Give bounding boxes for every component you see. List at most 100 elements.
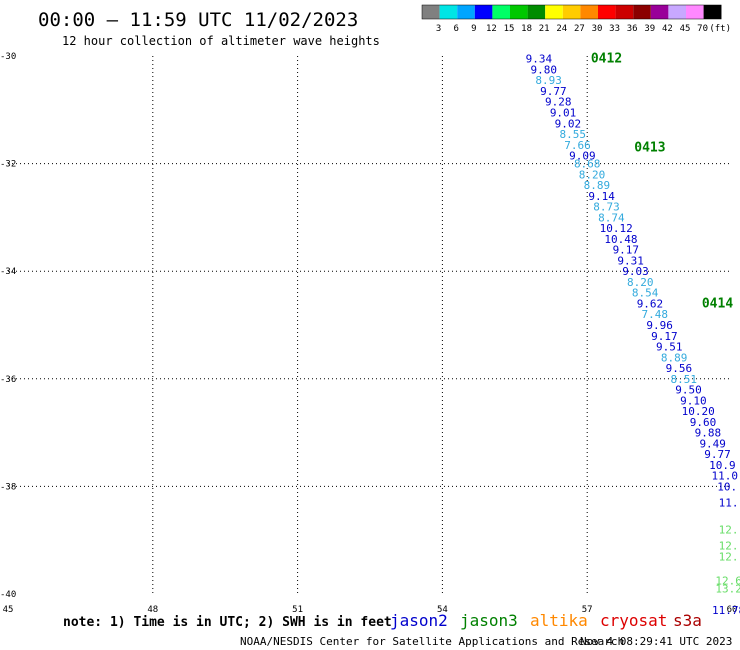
chart-title: 00:00 – 11:59 UTC 11/02/2023 (38, 9, 358, 31)
wave-height-value: 9.03 (622, 265, 649, 278)
wave-height-value: 8.20 (579, 168, 606, 181)
note-text: note: 1) Time is in UTC; 2) SWH is in fe… (63, 615, 392, 630)
wave-height-value: 10.48 (604, 233, 637, 246)
credit-text: NOAA/NESDIS Center for Satellite Applica… (240, 635, 624, 648)
satellite-label: altika (530, 611, 588, 630)
wave-height-value: 10.9 (709, 459, 736, 472)
y-tick-label: -40 (0, 590, 16, 600)
legend-swatch (527, 5, 546, 19)
legend-label: 39 (644, 24, 655, 34)
legend-swatch (510, 5, 528, 19)
pass-labels: 0412 0413 0414 (591, 52, 733, 312)
wave-height-value: 10.12 (600, 222, 633, 235)
legend-label: 18 (521, 24, 532, 34)
wave-height-value: 9.14 (588, 190, 615, 203)
legend-swatch (703, 5, 722, 19)
legend-frame (421, 4, 722, 20)
wave-height-value: 9.17 (613, 244, 640, 257)
satellite-label: s3a (673, 611, 702, 630)
legend-label: (ft) (709, 24, 731, 34)
wave-height-value: 12. (719, 540, 739, 553)
wave-height-points: 9.349.808.939.779.289.019.028.557.669.09… (526, 53, 740, 617)
x-tick-label: 54 (437, 605, 448, 615)
legend-swatch (562, 5, 581, 19)
wave-height-value: 9.96 (646, 319, 673, 332)
y-tick-label: -38 (0, 482, 16, 492)
legend-label: 21 (539, 24, 550, 34)
wave-height-value: 9.56 (666, 362, 693, 375)
legend-swatch (615, 5, 634, 19)
wave-height-value: 11. (719, 497, 739, 510)
wave-height-value: 9.77 (704, 448, 731, 461)
wave-height-value: 12. (719, 550, 739, 563)
wave-height-value: 9.09 (569, 150, 596, 163)
color-legend: 3 6 9 12 15 18 21 24 27 30 33 36 39 42 45 70 (ft) (421, 4, 731, 34)
satellite-legend: jason2 jason3 altika cryosat s3a (390, 611, 702, 630)
legend-label: 27 (574, 24, 585, 34)
wave-height-value: 9.28 (545, 96, 572, 109)
legend-swatch (580, 5, 598, 19)
wave-height-value: 8.20 (627, 276, 654, 289)
pass-time-label: 0412 (591, 52, 622, 67)
x-tick-label: 48 (147, 605, 158, 615)
legend-swatch (492, 5, 510, 19)
wave-height-value: 8.55 (559, 128, 586, 141)
wave-height-value: 9.49 (699, 437, 726, 450)
legend-swatch (633, 5, 651, 19)
wave-height-value: 9.10 (680, 394, 707, 407)
legend-swatch (650, 5, 669, 19)
x-tick-label: 57 (582, 605, 593, 615)
wave-height-value: 10.20 (682, 405, 715, 418)
wave-height-value: 8.51 (670, 373, 697, 386)
wave-height-value: 12.6 (715, 575, 740, 588)
wave-height-value: 9.50 (675, 384, 702, 397)
wave-height-value: 9.80 (531, 63, 558, 76)
legend-label: 9 (471, 24, 476, 34)
legend-swatch (686, 5, 704, 19)
legend-label: 42 (662, 24, 673, 34)
wave-height-value: 9.17 (651, 330, 678, 343)
legend-label: 3 (436, 24, 441, 34)
wave-height-value: 9.51 (656, 341, 683, 354)
legend-label: 30 (592, 24, 603, 34)
legend-swatch (545, 5, 563, 19)
satellite-label: jason2 (390, 611, 448, 630)
wave-height-value: 9.60 (690, 416, 717, 429)
wave-height-value: 8.93 (535, 74, 562, 87)
chart-subtitle: 12 hour collection of altimeter wave hei… (62, 34, 380, 48)
legend-label: 33 (609, 24, 620, 34)
wave-height-value: 8.89 (661, 351, 688, 364)
plot-grid (8, 56, 732, 594)
wave-height-value: 8.54 (632, 287, 659, 300)
timestamp-text: Nov 4 08:29:41 UTC 2023 (580, 635, 732, 648)
wave-height-value: 9.88 (695, 427, 722, 440)
legend-label: 12 (486, 24, 497, 34)
wave-height-value: 13.2 (715, 583, 740, 596)
legend-swatch (598, 5, 616, 19)
wave-height-value: 8.89 (584, 179, 611, 192)
wave-height-value: 8.68 (574, 158, 601, 171)
wave-height-value: 9.77 (540, 85, 567, 98)
wave-height-value: 8.73 (593, 201, 620, 214)
wave-height-value: 7.66 (564, 139, 591, 152)
wave-height-value: 9.01 (550, 106, 577, 119)
legend-label: 24 (556, 24, 567, 34)
y-tick-label: -36 (0, 375, 16, 385)
legend-swatch (457, 5, 475, 19)
y-tick-label: -30 (0, 52, 16, 62)
legend-swatch (474, 5, 493, 19)
axis-ticks: 45 48 51 54 57 60 -30 -32 -34 -36 -38 -40 (0, 52, 737, 615)
wave-height-value: 9.62 (637, 297, 664, 310)
legend-label: 70 (697, 24, 708, 34)
y-tick-label: -34 (0, 267, 16, 277)
pass-time-label: 0413 (634, 140, 665, 155)
satellite-label: jason3 (460, 611, 518, 630)
x-tick-label: 51 (292, 605, 303, 615)
wave-height-value: 11.0 (712, 470, 739, 483)
legend-label: 6 (453, 24, 458, 34)
y-tick-label: -32 (0, 160, 16, 170)
wave-height-value: 12. (719, 523, 739, 536)
legend-swatch (422, 5, 440, 19)
pass-time-label: 0414 (702, 296, 733, 311)
x-tick-label: 60 (727, 605, 738, 615)
